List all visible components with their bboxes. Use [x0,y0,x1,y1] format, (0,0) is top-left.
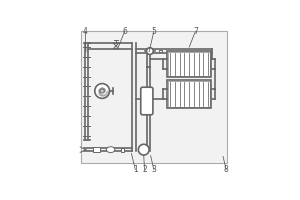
Bar [168,52,210,76]
Text: 1: 1 [133,165,138,174]
Bar [93,147,100,152]
Text: 3: 3 [151,165,156,174]
FancyBboxPatch shape [141,87,153,115]
Text: 2: 2 [142,165,147,174]
Text: 8: 8 [224,165,229,174]
Circle shape [138,144,149,155]
Text: 7: 7 [193,27,198,36]
Circle shape [95,84,110,98]
Text: 6: 6 [122,27,127,36]
Ellipse shape [106,147,115,153]
Bar [167,51,212,77]
Bar [159,50,162,52]
Bar [122,148,124,152]
Text: 4: 4 [83,27,88,36]
Circle shape [146,48,153,54]
Text: 5: 5 [151,27,156,36]
Circle shape [100,89,104,93]
Bar [167,80,212,108]
Bar [168,81,210,107]
Bar [81,31,227,163]
